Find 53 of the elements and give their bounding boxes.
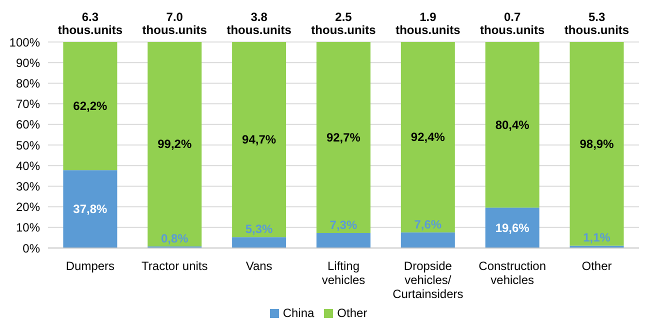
y-tick-label: 70%: [16, 97, 40, 112]
data-label: 19,6%: [495, 220, 530, 235]
bar: [485, 208, 540, 248]
bar: [400, 232, 455, 248]
bar: [63, 42, 118, 170]
y-tick-label: 50%: [16, 138, 40, 152]
y-tick-label: 40%: [16, 158, 40, 173]
data-label: 1,1%: [583, 230, 611, 245]
annotation: 1.9 thous.units: [396, 10, 461, 37]
bar: [63, 170, 118, 248]
bar: [316, 232, 370, 248]
x-tick-label: Dropside vehicles/ Curtainsiders: [392, 259, 464, 301]
data-label: 7,3%: [330, 218, 358, 232]
annotation: 0.7 thous.units: [480, 10, 546, 37]
y-tick-label: 10%: [16, 220, 40, 235]
annotation: 6.3 thous.units: [58, 10, 123, 37]
y-tick-label: 60%: [16, 118, 40, 132]
y-tick-label: 30%: [16, 179, 40, 194]
data-label: 92,4%: [410, 130, 446, 144]
data-label: 98,9%: [580, 136, 614, 151]
y-tick-label: 90%: [16, 56, 40, 70]
bar: [316, 42, 370, 233]
x-tick-label: Construction vehicles: [478, 259, 546, 287]
legend-label: Other: [337, 306, 368, 320]
bar: [400, 42, 455, 232]
bar: [148, 42, 202, 246]
data-label: 7,6%: [414, 217, 442, 232]
annotation: 7.0 thous.units: [142, 10, 208, 37]
y-tick-label: 80%: [16, 76, 40, 90]
annotation: 2.5 thous.units: [311, 10, 376, 37]
x-tick-label: Lifting vehicles: [322, 259, 366, 287]
annotation: 3.8 thous.units: [226, 10, 292, 37]
y-tick-label: 0%: [22, 241, 40, 256]
x-tick-label: Tractor units: [142, 259, 208, 273]
data-label: 94,7%: [242, 132, 276, 147]
bar: [232, 237, 286, 248]
data-label: 80,4%: [495, 118, 530, 132]
data-label: 92,7%: [326, 130, 361, 144]
x-tick-label: Dumpers: [66, 259, 115, 273]
bar: [485, 42, 540, 208]
x-tick-label: Vans: [246, 259, 272, 273]
y-tick-label: 20%: [16, 200, 40, 214]
data-label: 0,8%: [160, 231, 189, 246]
data-label: 37,8%: [73, 202, 108, 216]
x-tick-label: Other: [582, 259, 612, 273]
y-tick-label: 100%: [9, 35, 40, 50]
data-label: 99,2%: [158, 137, 192, 152]
legend-label: China: [282, 306, 314, 320]
bar: [570, 42, 624, 246]
bar: [232, 42, 286, 238]
data-label: 5,3%: [245, 222, 274, 236]
data-label: 62,2%: [73, 99, 108, 114]
annotation: 5.3 thous.units: [564, 10, 630, 37]
